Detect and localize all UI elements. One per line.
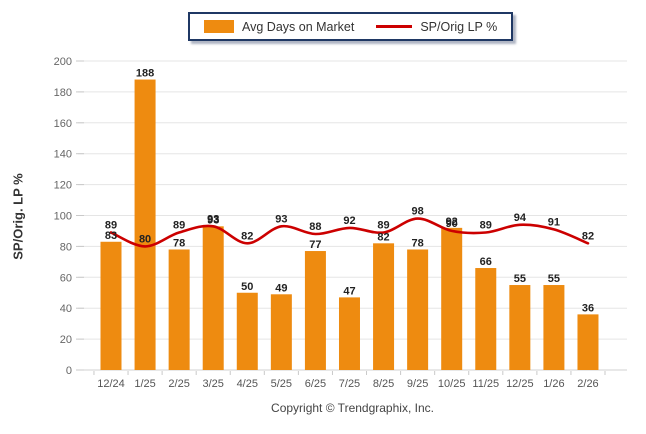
bar-value-label: 83	[105, 230, 117, 242]
y-tick-label: 20	[60, 334, 72, 346]
copyright-text: Copyright © Trendgraphix, Inc.	[271, 401, 434, 415]
bar	[236, 292, 258, 370]
bar-value-label: 66	[480, 256, 492, 268]
line-value-label: 91	[548, 216, 560, 228]
x-tick-label: 1/25	[134, 378, 155, 390]
line-value-label: 89	[173, 219, 185, 231]
x-tick-label: 9/25	[407, 378, 428, 390]
x-tick-label: 1/26	[543, 378, 564, 390]
line-value-label: 88	[309, 221, 321, 233]
line-value-label: 82	[582, 230, 594, 242]
line-value-label: 90	[446, 218, 458, 230]
bar-value-label: 77	[309, 239, 321, 251]
bar	[134, 79, 156, 370]
legend: Avg Days on Market SP/Orig LP %	[188, 12, 514, 41]
bar-value-label: 78	[412, 237, 424, 249]
bar-value-label: 47	[343, 285, 355, 297]
bar-value-label: 92	[446, 216, 458, 228]
x-tick-label: 2/26	[577, 378, 598, 390]
bar	[509, 285, 531, 370]
y-tick-label: 80	[60, 241, 72, 253]
y-tick-label: 200	[54, 56, 72, 68]
line-value-label: 93	[275, 213, 287, 225]
line-value-label: 89	[105, 219, 117, 231]
line-value-label: 82	[241, 230, 253, 242]
bar	[577, 314, 599, 370]
y-tick-label: 60	[60, 272, 72, 284]
bar	[202, 226, 224, 370]
bar-value-label: 188	[136, 68, 154, 80]
x-tick-label: 11/25	[472, 378, 499, 390]
y-tick-label: 40	[60, 303, 72, 315]
bar	[100, 241, 122, 370]
bar	[168, 249, 190, 370]
line-value-label: 89	[377, 219, 389, 231]
bar-value-label: 78	[173, 237, 185, 249]
x-tick-label: 7/25	[339, 378, 360, 390]
legend-line-swatch-icon	[376, 25, 413, 28]
x-tick-label: 8/25	[373, 378, 394, 390]
y-tick-label: 120	[54, 180, 72, 192]
line-value-label: 89	[480, 219, 492, 231]
bar	[373, 243, 395, 370]
x-tick-label: 3/25	[202, 378, 223, 390]
bar	[543, 285, 565, 370]
x-tick-label: 2/25	[168, 378, 189, 390]
x-tick-label: 5/25	[271, 378, 292, 390]
x-tick-label: 10/25	[438, 378, 466, 390]
bar	[407, 249, 429, 370]
bar-value-label: 49	[275, 282, 287, 294]
x-tick-label: 6/25	[305, 378, 326, 390]
line-value-label: 93	[207, 213, 219, 225]
bar	[441, 227, 463, 370]
bar	[338, 297, 360, 370]
legend-bar-swatch-icon	[204, 20, 234, 33]
bar-value-label: 93	[207, 214, 219, 226]
bar-value-label: 55	[514, 273, 526, 285]
bar-value-label: 36	[582, 302, 594, 314]
legend-line-label: SP/Orig LP %	[420, 19, 498, 34]
line-value-label: 80	[139, 233, 151, 245]
bar	[270, 294, 292, 370]
bar-value-label: 50	[241, 281, 253, 293]
y-tick-label: 160	[54, 118, 72, 130]
line-value-label: 98	[412, 206, 424, 218]
x-tick-label: 12/24	[97, 378, 125, 390]
line-value-label: 94	[514, 212, 527, 224]
y-tick-label: 140	[54, 149, 72, 161]
bar-value-label: 55	[548, 273, 560, 285]
y-axis-title: SP/Orig. LP %	[10, 173, 26, 260]
legend-bar-label: Avg Days on Market	[242, 19, 355, 34]
y-tick-label: 100	[54, 211, 72, 223]
trend-line	[109, 217, 590, 248]
y-tick-label: 180	[54, 87, 72, 99]
line-value-label: 92	[343, 215, 355, 227]
y-tick-label: 0	[66, 365, 72, 377]
bar	[475, 268, 497, 370]
x-tick-label: 12/25	[506, 378, 534, 390]
bar-value-label: 82	[377, 231, 389, 243]
x-tick-label: 4/25	[237, 378, 258, 390]
bar	[304, 251, 326, 370]
